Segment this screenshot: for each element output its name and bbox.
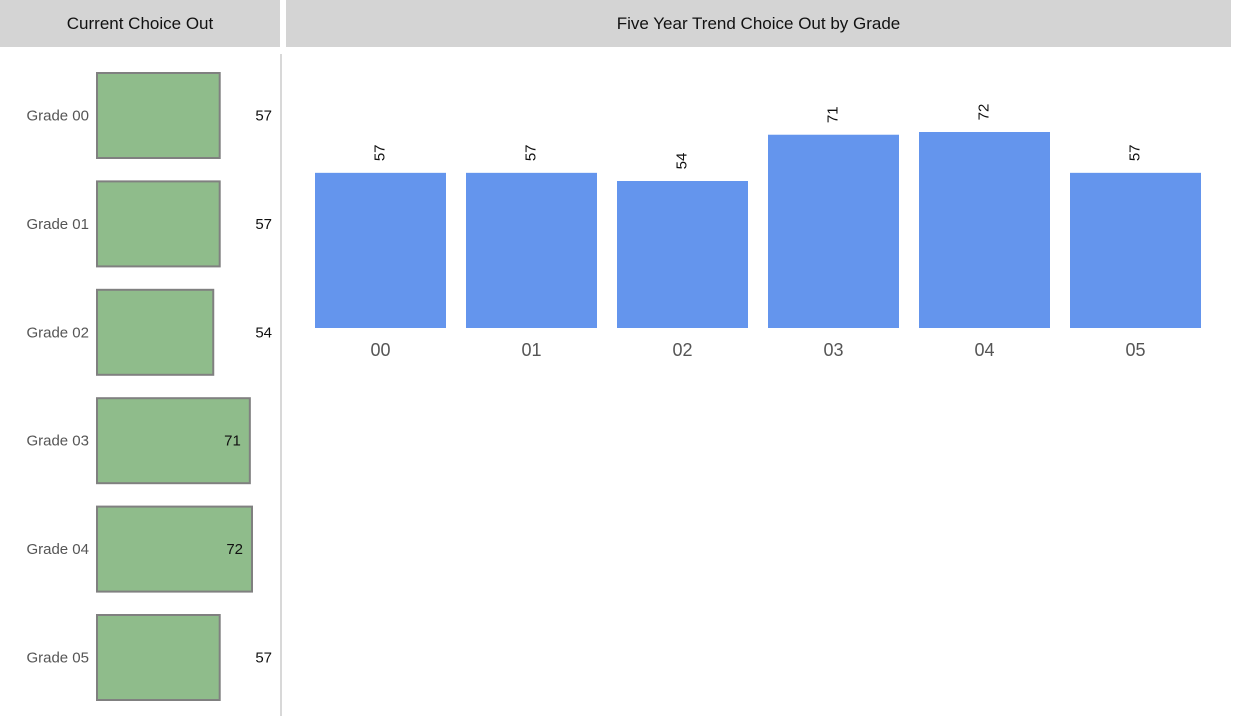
- grade-label: Grade 02: [26, 324, 89, 341]
- trend-category-label: 03: [823, 340, 843, 360]
- trend-value-label: 72: [975, 104, 992, 121]
- trend-value-label: 54: [673, 153, 690, 170]
- trend-bar: [315, 172, 446, 328]
- five-year-trend-header: Five Year Trend Choice Out by Grade: [286, 0, 1231, 47]
- trend-category-label: 04: [974, 340, 994, 360]
- grade-label: Grade 05: [26, 650, 89, 667]
- current-choice-out-header: Current Choice Out: [0, 0, 280, 47]
- grade-label: Grade 00: [26, 108, 89, 125]
- grade-label: Grade 01: [26, 216, 89, 233]
- panel-divider: [280, 54, 282, 716]
- current-value-label: 57: [255, 650, 272, 667]
- current-value-label: 57: [255, 216, 272, 233]
- current-bar: [96, 397, 251, 485]
- grade-label: Grade 03: [26, 433, 89, 450]
- current-bar: [96, 288, 215, 376]
- trend-category-label: 01: [521, 340, 541, 360]
- trend-value-label: 57: [371, 144, 388, 161]
- trend-category-label: 00: [370, 340, 390, 360]
- current-bar: [96, 72, 221, 159]
- trend-bar: [617, 181, 748, 328]
- trend-bar: [1070, 172, 1201, 328]
- current-bar: [96, 180, 221, 268]
- current-value-label: 71: [224, 433, 241, 450]
- current-choice-out-chart: Grade 00 57 Grade 01 57 Grade 02 54 Grade 03 71…: [26, 72, 272, 701]
- trend-value-label: 71: [824, 106, 841, 123]
- trend-category-label: 05: [1125, 340, 1145, 360]
- trend-value-label: 57: [1126, 144, 1143, 161]
- current-value-label: 54: [255, 324, 272, 341]
- current-value-label: 57: [255, 108, 272, 125]
- current-value-label: 72: [226, 541, 243, 558]
- five-year-trend-chart: 57 00 57 01 54 02 71 03 72 04 57 05: [315, 104, 1201, 360]
- trend-bar: [466, 172, 597, 328]
- trend-bar: [919, 132, 1050, 328]
- trend-value-label: 57: [522, 144, 539, 161]
- current-bar: [96, 614, 221, 701]
- current-bar: [96, 505, 253, 593]
- trend-category-label: 02: [672, 340, 692, 360]
- grade-label: Grade 04: [26, 541, 89, 558]
- trend-bar: [768, 134, 899, 328]
